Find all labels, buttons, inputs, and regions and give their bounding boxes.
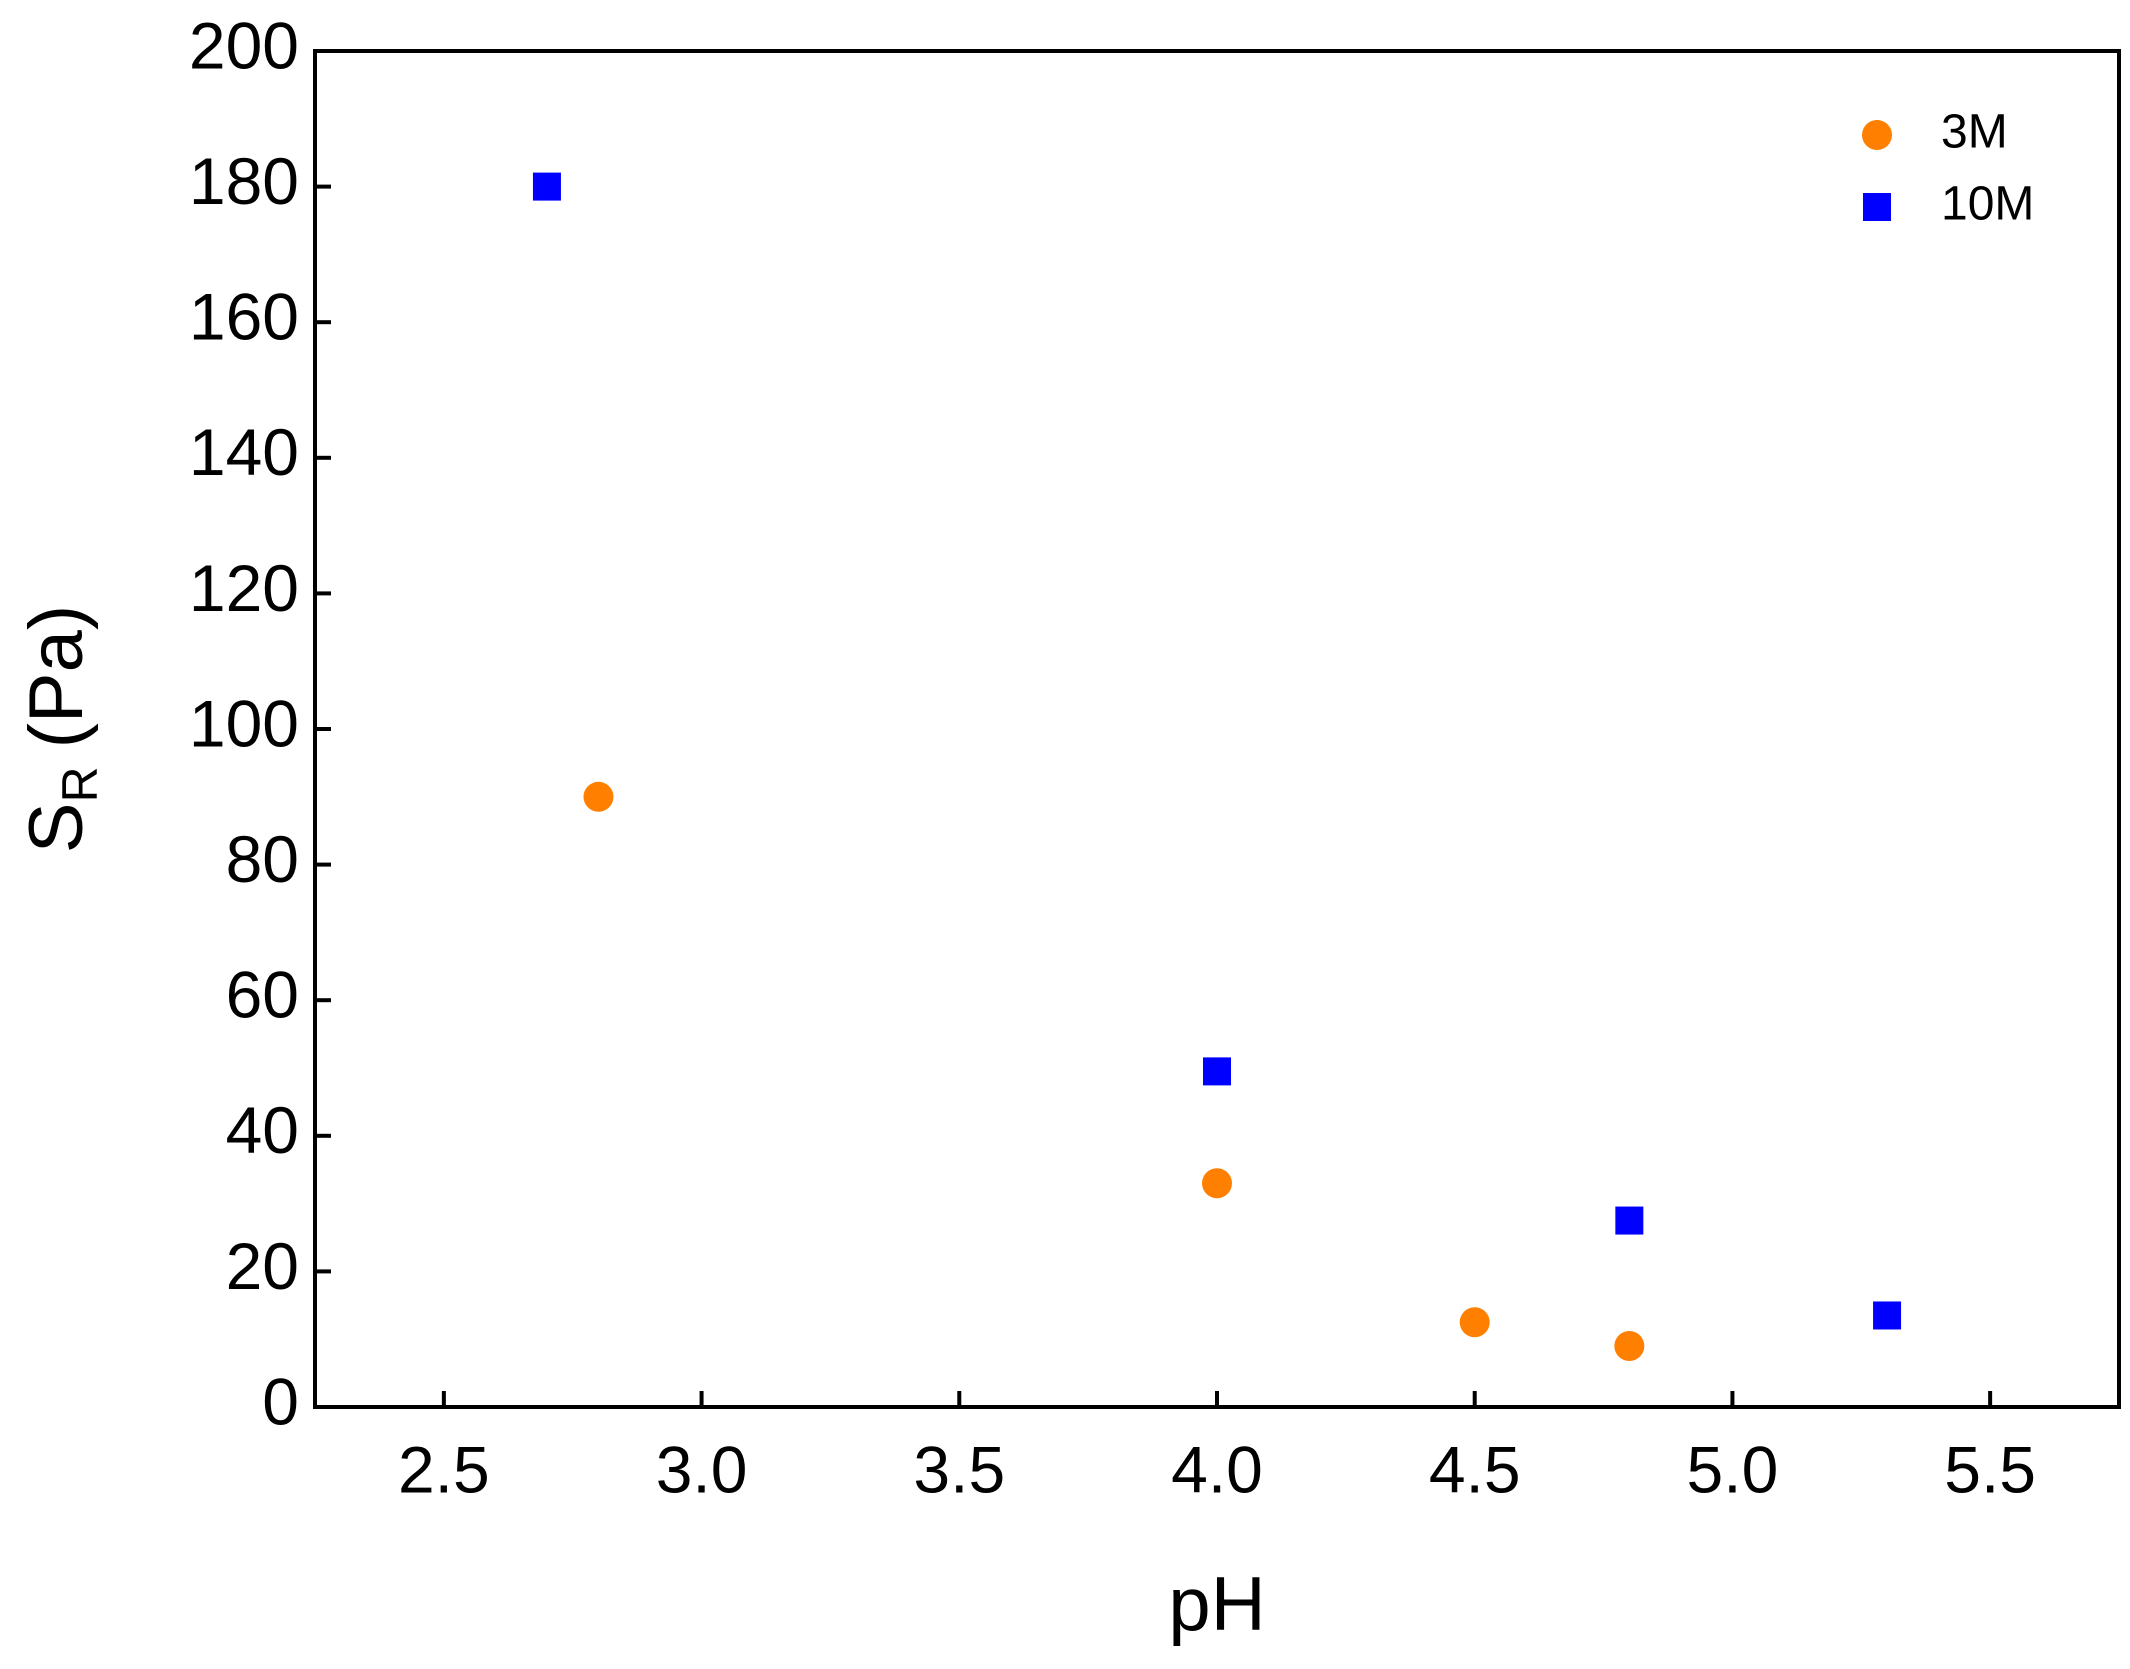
y-axis-title-unit: (Pa) (14, 605, 99, 749)
point (1202, 1168, 1232, 1199)
legend-marker (1863, 193, 1891, 221)
point (1459, 1307, 1490, 1338)
y-tick-label: 40 (226, 1093, 299, 1167)
x-tick-label: 5.0 (1687, 1432, 1779, 1506)
y-tick-label: 60 (226, 958, 299, 1032)
y-tick-label: 20 (226, 1229, 299, 1303)
x-tick-label: 2.5 (398, 1432, 490, 1506)
y-tick-label: 0 (262, 1364, 299, 1438)
y-tick-label: 120 (189, 551, 299, 625)
x-tick-label: 5.5 (1944, 1432, 2036, 1506)
x-axis-title: pH (1168, 1562, 1265, 1647)
y-tick-label: 80 (226, 822, 299, 896)
x-tick-label: 4.0 (1171, 1432, 1263, 1506)
x-tick-label: 4.5 (1429, 1432, 1521, 1506)
y-tick-label: 180 (189, 144, 299, 218)
y-tick-label: 200 (189, 8, 299, 82)
point (1615, 1206, 1644, 1235)
y-tick-label: 100 (189, 686, 299, 760)
y-axis-title-main: S (14, 802, 99, 853)
y-tick-label: 160 (189, 280, 299, 354)
legend-label: 3M (1941, 106, 2008, 159)
y-axis-title-subscript: R (52, 766, 108, 802)
plot-frame (313, 49, 2121, 1409)
legend-label: 10M (1941, 178, 2034, 231)
y-tick-label: 140 (189, 415, 299, 489)
point (583, 781, 614, 812)
point (532, 172, 561, 201)
y-axis-title: SR (Pa) (14, 605, 108, 853)
x-tick-label: 3.0 (656, 1432, 748, 1506)
point (1203, 1057, 1231, 1086)
point (1873, 1301, 1902, 1330)
point (1614, 1330, 1645, 1361)
x-tick-label: 3.5 (913, 1432, 1005, 1506)
legend-marker (1862, 120, 1892, 150)
